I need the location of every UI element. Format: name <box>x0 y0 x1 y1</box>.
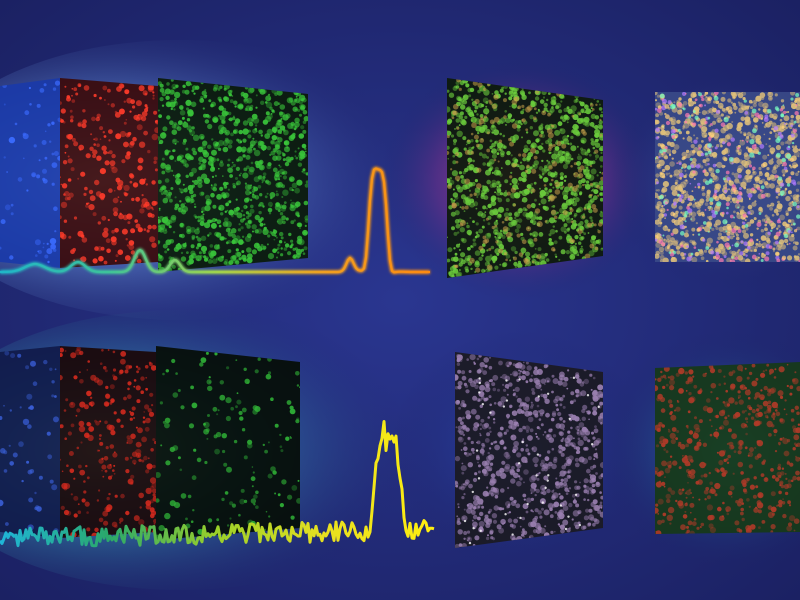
merged-panel <box>455 352 603 548</box>
row-bottom <box>0 346 800 548</box>
row-top <box>0 78 800 278</box>
red-channel-panel <box>60 346 156 538</box>
spectrum-trace-bottom <box>0 420 435 548</box>
composite-panel <box>655 362 800 534</box>
composite-panel <box>655 92 800 262</box>
green-channel-panel <box>156 346 300 540</box>
merged-panel <box>447 78 603 278</box>
blue-channel-panel <box>0 78 60 268</box>
blue-channel-panel <box>0 346 60 538</box>
spectrum-trace-top <box>0 166 430 275</box>
red-channel-panel <box>60 78 158 268</box>
green-channel-panel <box>158 78 308 272</box>
